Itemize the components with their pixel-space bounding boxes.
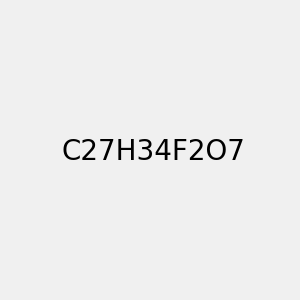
Text: C27H34F2O7: C27H34F2O7: [62, 137, 246, 166]
